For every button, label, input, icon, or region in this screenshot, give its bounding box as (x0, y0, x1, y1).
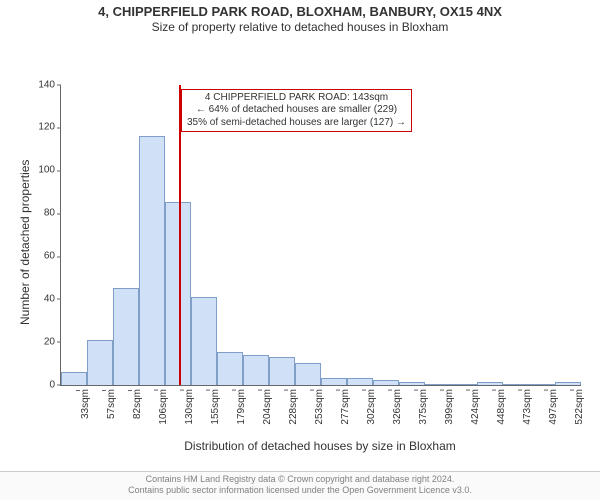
x-tick-label: 155sqm (210, 389, 221, 425)
chart-container: 4, CHIPPERFIELD PARK ROAD, BLOXHAM, BANB… (0, 0, 600, 500)
chart-title: 4, CHIPPERFIELD PARK ROAD, BLOXHAM, BANB… (0, 0, 600, 20)
y-tick-label: 60 (44, 251, 61, 262)
x-tick-label: 326sqm (392, 389, 403, 425)
x-tick-label: 277sqm (340, 389, 351, 425)
x-tick-label: 424sqm (470, 389, 481, 425)
y-tick-label: 140 (38, 79, 61, 90)
histogram-bar (269, 357, 295, 385)
histogram-bar (87, 340, 113, 385)
y-tick-label: 0 (49, 379, 61, 390)
histogram-bar (61, 372, 87, 385)
footer-line-2: Contains public sector information licen… (0, 485, 600, 496)
x-tick-label: 473sqm (522, 389, 533, 425)
plot-area: 4 CHIPPERFIELD PARK ROAD: 143sqm ← 64% o… (60, 85, 581, 386)
histogram-bar (295, 363, 321, 384)
y-axis-label: Number of detached properties (18, 159, 32, 324)
histogram-bar (399, 382, 425, 384)
attribution-footer: Contains HM Land Registry data © Crown c… (0, 471, 600, 500)
histogram-bar (191, 297, 217, 385)
histogram-bar (321, 378, 347, 384)
annotation-box: 4 CHIPPERFIELD PARK ROAD: 143sqm ← 64% o… (181, 89, 412, 133)
x-tick-label: 399sqm (444, 389, 455, 425)
x-tick-label: 179sqm (236, 389, 247, 425)
y-tick-label: 40 (44, 293, 61, 304)
x-tick-label: 448sqm (496, 389, 507, 425)
y-tick-label: 80 (44, 208, 61, 219)
histogram-bar (217, 352, 243, 384)
x-tick-label: 106sqm (158, 389, 169, 425)
chart-figure: 4 CHIPPERFIELD PARK ROAD: 143sqm ← 64% o… (0, 39, 600, 459)
y-tick-label: 20 (44, 336, 61, 347)
x-tick-label: 33sqm (80, 389, 91, 419)
x-tick-label: 130sqm (184, 389, 195, 425)
annotation-line-2: ← 64% of detached houses are smaller (22… (187, 104, 406, 117)
x-tick-label: 57sqm (106, 389, 117, 419)
x-tick-label: 497sqm (548, 389, 559, 425)
histogram-bar (451, 384, 477, 385)
histogram-bar (477, 382, 503, 384)
annotation-line-1: 4 CHIPPERFIELD PARK ROAD: 143sqm (187, 92, 406, 105)
histogram-bar (113, 288, 139, 384)
histogram-bar (555, 382, 581, 384)
x-tick-label: 522sqm (574, 389, 585, 425)
x-tick-label: 204sqm (262, 389, 273, 425)
y-tick-label: 100 (38, 165, 61, 176)
x-tick-label: 82sqm (132, 389, 143, 419)
x-tick-label: 228sqm (288, 389, 299, 425)
histogram-bar (243, 355, 269, 385)
x-tick-label: 375sqm (418, 389, 429, 425)
annotation-line-3: 35% of semi-detached houses are larger (… (187, 117, 406, 130)
histogram-bar (503, 384, 529, 385)
histogram-bar (425, 384, 451, 385)
x-tick-label: 253sqm (314, 389, 325, 425)
histogram-bar (165, 202, 191, 384)
x-axis-label: Distribution of detached houses by size … (60, 439, 580, 453)
y-tick-label: 120 (38, 122, 61, 133)
chart-subtitle: Size of property relative to detached ho… (0, 20, 600, 39)
histogram-bar (347, 378, 373, 384)
histogram-bar (529, 384, 555, 385)
footer-line-1: Contains HM Land Registry data © Crown c… (0, 474, 600, 485)
histogram-bar (139, 136, 165, 385)
histogram-bar (373, 380, 399, 384)
x-tick-label: 302sqm (366, 389, 377, 425)
